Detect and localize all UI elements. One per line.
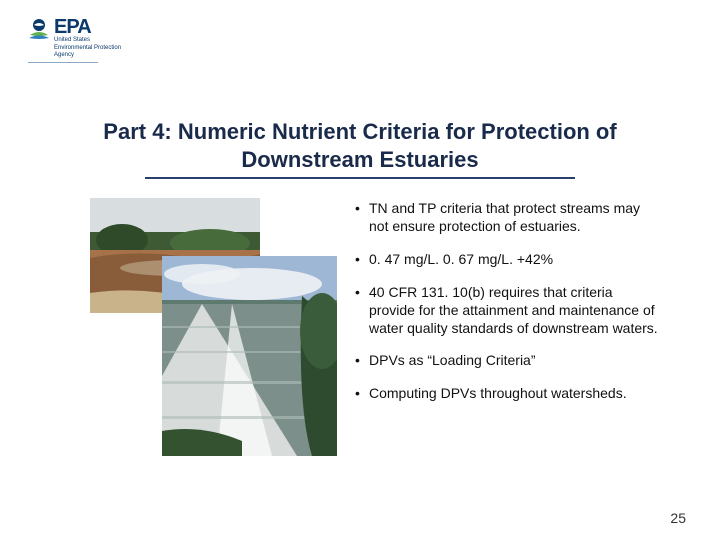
epa-logo-text: EPA United States Environmental Protecti…: [54, 18, 121, 59]
epa-sub-line: United States: [54, 37, 121, 44]
bullet-item: Computing DPVs throughout watersheds.: [355, 385, 660, 403]
logo-underline: [28, 62, 98, 63]
epa-acronym: EPA: [54, 18, 121, 36]
epa-sub-line: Environmental Protection: [54, 45, 121, 52]
bullet-item: TN and TP criteria that protect streams …: [355, 200, 660, 236]
bullet-list: TN and TP criteria that protect streams …: [355, 198, 660, 458]
page-number: 25: [670, 510, 686, 526]
epa-sub-line: Agency: [54, 52, 121, 59]
bullet-item: 0. 47 mg/L. 0. 67 mg/L. +42%: [355, 251, 660, 269]
title-underline: [145, 177, 575, 179]
epa-seal-icon: [28, 18, 50, 40]
image-stack: [90, 198, 335, 458]
content-region: TN and TP criteria that protect streams …: [90, 198, 660, 458]
bullet-item: 40 CFR 131. 10(b) requires that criteria…: [355, 284, 660, 338]
slide-title: Part 4: Numeric Nutrient Criteria for Pr…: [0, 118, 720, 173]
epa-logo: EPA United States Environmental Protecti…: [28, 18, 121, 59]
estuary-photo: [162, 256, 337, 456]
bullet-item: DPVs as “Loading Criteria”: [355, 352, 660, 370]
